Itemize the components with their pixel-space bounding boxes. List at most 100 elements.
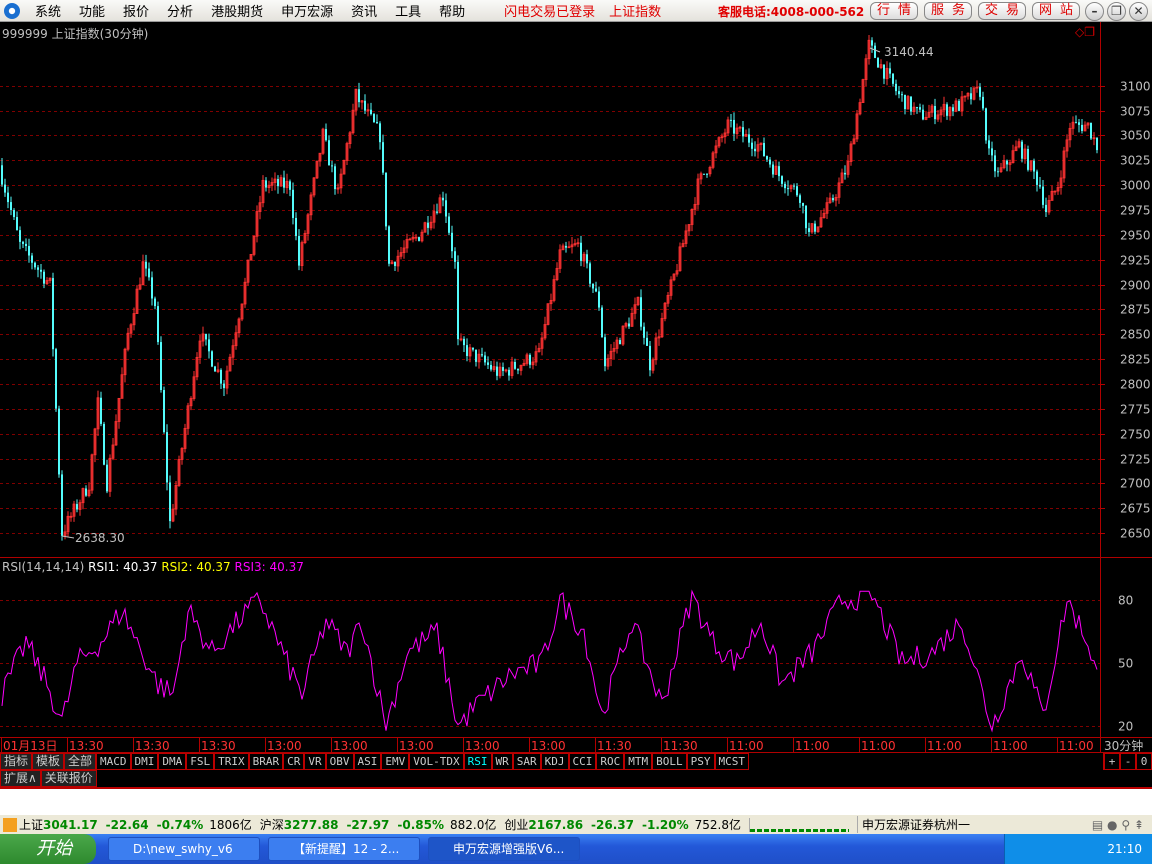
chart-window-icons[interactable]: ◇❐ — [1075, 25, 1095, 39]
candle-body — [171, 508, 175, 522]
close-icon[interactable]: ✕ — [1129, 2, 1148, 21]
price-tick-label: 2925 — [1120, 254, 1151, 268]
candle-body — [810, 223, 814, 233]
menu-system[interactable]: 系统 — [35, 5, 62, 20]
menu-swhy[interactable]: 申万宏源 — [281, 5, 334, 20]
tab-boll[interactable]: BOLL — [652, 753, 687, 770]
menu-function[interactable]: 功能 — [79, 5, 106, 20]
zoom-button[interactable]: + — [1104, 753, 1120, 770]
candle-body — [481, 354, 483, 356]
market-button[interactable]: 行情 — [870, 2, 918, 20]
menu-news[interactable]: 资讯 — [351, 5, 378, 20]
candle-body — [135, 288, 139, 314]
candle-body — [463, 338, 465, 346]
candle-body — [609, 350, 613, 360]
clock: 21:10 — [1107, 842, 1142, 856]
candle-body — [844, 172, 846, 175]
restore-icon[interactable]: ❐ — [1107, 2, 1126, 21]
trade-login-status[interactable]: 闪电交易已登录 — [504, 5, 596, 20]
candle-body — [252, 235, 256, 255]
task-explorer[interactable]: D:\new_swhy_v6 — [108, 837, 260, 861]
tab-expand[interactable]: 扩展∧ — [0, 770, 41, 787]
candle-body — [855, 113, 859, 140]
menu-hk-futures[interactable]: 港股期货 — [211, 5, 264, 20]
cy-percent: -1.20% — [641, 817, 689, 832]
candle-body — [166, 432, 168, 483]
current-index-link[interactable]: 上证指数 — [609, 5, 662, 20]
candle-body — [832, 198, 834, 201]
menu-help[interactable]: 帮助 — [439, 5, 466, 20]
tab-psy[interactable]: PSY — [686, 753, 715, 770]
tab-asi[interactable]: ASI — [353, 753, 382, 770]
zoom-button[interactable]: - — [1120, 753, 1136, 770]
tab-dma[interactable]: DMA — [158, 753, 187, 770]
rsi2-label: RSI2: — [161, 560, 193, 574]
menu-quote[interactable]: 报价 — [123, 5, 150, 20]
price-tick-label: 2875 — [1120, 303, 1151, 317]
tab-emv[interactable]: EMV — [381, 753, 410, 770]
tab-related-quotes[interactable]: 关联报价 — [40, 770, 97, 787]
website-button[interactable]: 网站 — [1032, 2, 1080, 20]
tab-vol-tdx[interactable]: VOL-TDX — [409, 753, 464, 770]
candle-body — [270, 182, 274, 186]
status-tray-icons[interactable]: ▤ ● ⚲ ⇞ — [1091, 817, 1144, 832]
tab-模板[interactable]: 模板 — [32, 753, 65, 770]
time-label: 11:30 — [663, 739, 698, 753]
tab-cr[interactable]: CR — [283, 753, 305, 770]
candle-body — [31, 255, 33, 263]
menu-analysis[interactable]: 分析 — [167, 5, 194, 20]
candle-body — [690, 208, 694, 225]
candle-body — [675, 270, 679, 275]
service-button[interactable]: 服务 — [924, 2, 972, 20]
candle-body — [979, 87, 981, 97]
candle-body — [508, 369, 510, 376]
tab-vr[interactable]: VR — [304, 753, 326, 770]
tab-roc[interactable]: ROC — [596, 753, 625, 770]
candle-body — [861, 79, 865, 103]
menu-tools[interactable]: 工具 — [395, 5, 422, 20]
tab-trix[interactable]: TRIX — [214, 753, 249, 770]
time-label: 13:00 — [267, 739, 302, 753]
price-chart[interactable]: 3100 3075 3050 3025 3000 2975 2950 2925 2900 2875… — [0, 22, 1152, 753]
tab-mcst[interactable]: MCST — [714, 753, 750, 770]
tab-cci[interactable]: CCI — [568, 753, 597, 770]
candle-body — [1086, 122, 1090, 126]
tab-kdj[interactable]: KDJ — [540, 753, 569, 770]
candle-body — [874, 45, 876, 58]
tab-dmi[interactable]: DMI — [130, 753, 159, 770]
trade-button[interactable]: 交易 — [978, 2, 1026, 20]
candle-body — [972, 87, 976, 100]
tab-fsl[interactable]: FSL — [186, 753, 215, 770]
rsi3-value: 40.37 — [269, 560, 304, 574]
low-price-pointer — [61, 535, 75, 539]
rsi-tick-label: 20 — [1118, 720, 1133, 734]
candle-body — [582, 253, 586, 262]
candle-body — [34, 262, 36, 268]
candle-body — [318, 152, 322, 162]
tab-sar[interactable]: SAR — [512, 753, 541, 770]
minimize-icon[interactable]: – — [1085, 2, 1104, 21]
candle-body — [163, 390, 165, 433]
sh-percent: -0.74% — [156, 817, 204, 832]
tab-obv[interactable]: OBV — [325, 753, 354, 770]
tab-macd[interactable]: MACD — [96, 753, 131, 770]
candle-body — [681, 243, 685, 248]
task-browser[interactable]: 【新提醒】12 - 2... — [268, 837, 420, 861]
task-swhy-app[interactable]: 申万宏源增强版V6... — [428, 837, 580, 861]
tab-brar[interactable]: BRAR — [248, 753, 284, 770]
status-menu-icon[interactable] — [3, 817, 17, 832]
candle-body — [183, 427, 187, 449]
candle-body — [540, 337, 544, 349]
candle-body — [1071, 121, 1075, 129]
tab-wr[interactable]: WR — [491, 753, 513, 770]
zoom-button[interactable]: 0 — [1136, 753, 1152, 770]
tab-全部[interactable]: 全部 — [64, 753, 97, 770]
tab-rsi[interactable]: RSI — [463, 753, 492, 770]
start-button[interactable]: 开始 — [0, 834, 96, 864]
tab-指标[interactable]: 指标 — [0, 753, 33, 770]
candle-body — [816, 226, 820, 233]
candle-body — [1006, 160, 1008, 165]
candle-body — [822, 212, 826, 219]
tab-mtm[interactable]: MTM — [624, 753, 653, 770]
candle-body — [321, 128, 325, 154]
